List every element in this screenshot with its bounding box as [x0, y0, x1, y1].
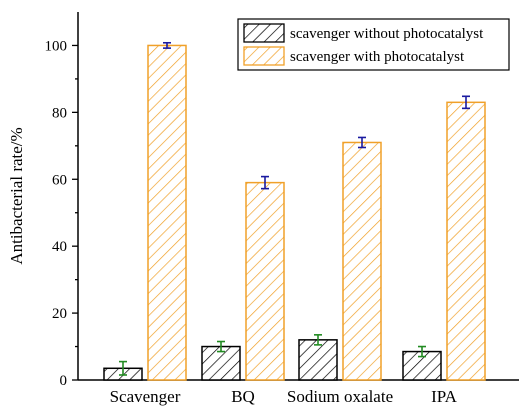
y-tick-label: 60 [52, 172, 67, 188]
plot-area: 0 20 40 60 80 100 Scavenger BQ Sodium oxalate IPA [45, 12, 519, 406]
bar-with-3 [446, 101, 486, 381]
legend-label-with: scavenger with photocatalyst [290, 49, 465, 65]
y-axis-title: Antibacterial rate/% [7, 127, 26, 264]
y-tick-label: 20 [52, 306, 67, 322]
y-tick-label: 100 [45, 38, 68, 54]
x-tick-label: IPA [431, 387, 458, 406]
y-tick-label: 0 [60, 373, 68, 389]
y-tick-label: 80 [52, 105, 67, 121]
bar-without-2 [298, 339, 338, 381]
x-tick-label: Scavenger [110, 387, 181, 406]
bar-with-0 [147, 44, 187, 381]
legend: scavenger without photocatalyst scavenge… [237, 18, 510, 71]
legend-swatch-without [243, 23, 285, 43]
x-tick-label: Sodium oxalate [287, 387, 393, 406]
y-tick-label: 40 [52, 239, 67, 255]
bar-with-2 [342, 141, 382, 381]
legend-swatch-with [243, 46, 285, 66]
x-tick-label: BQ [231, 387, 255, 406]
legend-label-without: scavenger without photocatalyst [290, 26, 484, 42]
bar-with-1 [245, 181, 285, 381]
